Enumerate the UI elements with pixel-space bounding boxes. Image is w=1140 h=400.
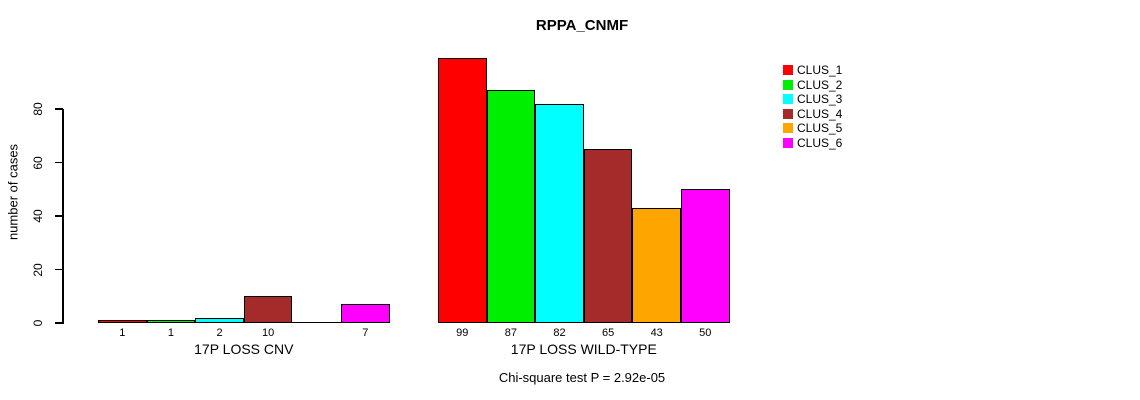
legend-swatch-icon <box>783 137 793 148</box>
y-tick-mark <box>55 322 63 324</box>
bar-clus_6 <box>341 304 390 323</box>
group-label: 17P LOSS WILD-TYPE <box>510 341 657 357</box>
bar-clus_2 <box>146 320 196 323</box>
chart-title: RPPA_CNMF <box>535 17 629 34</box>
bar-clus_1 <box>438 58 487 323</box>
bar-clus_4 <box>243 296 293 323</box>
bar-clus_5 <box>632 207 681 323</box>
bar-value-label: 10 <box>261 327 275 339</box>
bar-clus_4 <box>583 149 633 323</box>
legend-swatch-icon <box>783 123 793 134</box>
y-tick-label: 60 <box>31 155 45 170</box>
y-tick-mark <box>55 161 63 164</box>
legend: CLUS_1 CLUS_2 CLUS_3 CLUS_4 CLUS_5 CLUS_6 <box>783 63 842 150</box>
legend-swatch-icon <box>783 79 793 90</box>
legend-swatch-icon <box>783 94 793 105</box>
legend-label: CLUS_5 <box>797 121 843 135</box>
bar-value-label: 43 <box>650 327 663 339</box>
bar-clus_6 <box>681 189 730 323</box>
legend-label: CLUS_4 <box>797 106 843 121</box>
bar-value-label: 1 <box>119 327 126 339</box>
y-tick-label: 40 <box>31 209 45 223</box>
y-tick-mark <box>55 215 63 217</box>
y-tick-label: 20 <box>31 262 45 277</box>
bar-value-label: 50 <box>699 327 712 339</box>
legend-swatch-icon <box>783 108 793 119</box>
bar-value-label: 7 <box>362 327 369 339</box>
legend-row: CLUS_5 <box>783 121 842 136</box>
bar-clus_3 <box>195 317 244 323</box>
y-tick-label: 0 <box>31 319 45 327</box>
bar-value-label: 2 <box>216 327 223 339</box>
y-tick-mark <box>55 108 63 110</box>
bar-value-label: 1 <box>167 327 174 339</box>
y-tick-mark <box>55 268 63 271</box>
bar-value-label: 87 <box>504 327 518 339</box>
legend-swatch-icon <box>783 65 793 76</box>
legend-row: CLUS_1 <box>783 63 842 78</box>
legend-label: CLUS_3 <box>797 92 843 106</box>
legend-row: CLUS_3 <box>783 92 842 107</box>
legend-label: CLUS_6 <box>797 135 843 150</box>
bar-clus_1 <box>98 320 147 323</box>
bar-clus_2 <box>486 90 536 323</box>
legend-row: CLUS_4 <box>783 107 842 122</box>
y-axis-label: number of cases <box>5 143 21 241</box>
bar-clus_3 <box>535 103 584 323</box>
group-label: 17P LOSS CNV <box>194 341 294 357</box>
y-tick-label: 80 <box>31 102 45 116</box>
legend-row: CLUS_2 <box>783 78 842 93</box>
bar-value-label: 82 <box>553 327 566 339</box>
bar-value-label: 65 <box>601 327 615 339</box>
bar-value-label: 99 <box>456 327 469 339</box>
legend-row: CLUS_6 <box>783 136 842 151</box>
legend-label: CLUS_2 <box>797 77 843 92</box>
chi-square-annotation: Chi-square test P = 2.92e-05 <box>498 370 666 385</box>
legend-label: CLUS_1 <box>797 63 843 77</box>
